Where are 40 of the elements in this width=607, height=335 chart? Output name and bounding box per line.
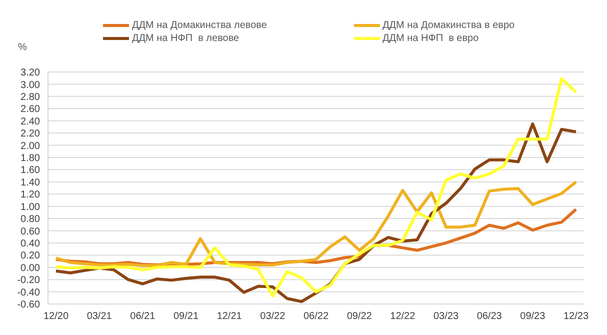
y-tick-label: -0.20 [17,275,40,286]
y-tick-label: 0.20 [20,250,40,262]
y-tick-label: 2.00 [20,140,40,152]
x-tick-label: 06/23 [476,311,502,322]
legend-label: ДДМ на НФП в левове [132,33,240,44]
y-tick-label: 1.60 [20,165,40,176]
y-tick-label: 1.20 [20,190,40,201]
y-tick-label: 3.20 [20,68,40,79]
x-tick-label: 06/22 [303,311,329,322]
y-tick-label: 0.60 [20,226,40,238]
y-tick-label: 0.00 [20,262,40,274]
x-tick-label: 06/21 [130,311,156,322]
y-tick-label: -0.60 [17,300,40,311]
y-tick-label: 2.80 [20,92,40,103]
y-tick-label: 1.40 [20,177,40,188]
y-tick-label: 1.00 [20,202,40,213]
y-tick-label: -0.40 [17,287,40,298]
x-tick-label: 03/23 [433,311,459,322]
y-tick-label: 3.00 [20,80,40,91]
y-tick-label: 2.20 [20,128,40,140]
x-tick-label: 12/22 [390,311,416,322]
x-tick-label: 09/22 [346,311,372,322]
y-axis-title: % [18,42,27,53]
legend-label: ДДМ на НФП в евро [382,33,479,44]
legend-label: ДДМ на Домакинства в евро [382,20,515,31]
y-tick-label: 1.80 [20,153,40,164]
y-tick-label: 0.40 [20,238,40,250]
x-tick-label: 12/23 [563,311,589,322]
y-tick-label: 0.80 [20,214,40,226]
x-tick-label: 03/22 [260,311,286,322]
line-series [54,180,578,268]
y-tick-label: 2.40 [20,116,40,128]
legend-label: ДДМ на Домакинства левове [132,20,267,31]
line-series [54,77,578,298]
y-tick-label: 2.60 [20,104,40,116]
x-tick-label: 12/21 [216,311,242,322]
x-tick-label: 12/20 [43,311,69,322]
x-tick-label: 03/21 [86,311,112,322]
x-tick-label: 09/23 [520,311,546,322]
x-tick-label: 09/21 [173,311,199,322]
